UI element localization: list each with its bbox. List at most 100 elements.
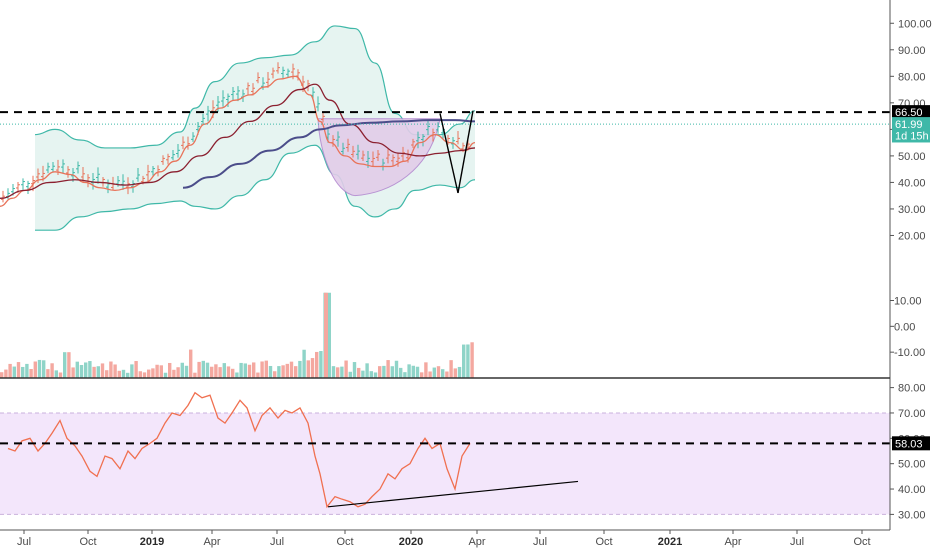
volume-bar [147,369,151,378]
volume-bar [428,371,432,378]
volume-bar [184,365,189,378]
volume-bar [218,367,222,378]
volume-bar [457,366,462,378]
volume-bar [336,367,340,378]
ma-line-2 [182,119,476,189]
volume-bar [365,363,369,378]
x-tick-label: Jul [533,536,547,548]
volume-bar [247,364,252,378]
x-tick-label: Jul [17,536,31,548]
volume-bar [155,364,159,378]
y-tick-label: 90.00 [898,45,926,57]
volume-bar [348,371,352,378]
volume-bar [243,363,247,378]
ma-line-1 [0,83,476,199]
volume-bar [25,363,29,378]
volume-bar [168,362,172,378]
volume-bar [214,364,218,378]
price-badge-2 [892,128,930,143]
volume-bar [298,360,302,378]
volume-bar [369,371,373,378]
y-tick-label: 80.00 [898,71,926,83]
volume-bar [399,367,403,378]
x-tick-label: Oct [853,536,870,548]
volume-bar [117,370,121,378]
volume-bar [378,366,382,378]
volume-bar [58,372,63,378]
volume-bar [424,362,428,378]
price-badge-label-2: 1d 15h [895,130,929,142]
rsi-tick-label: 40.00 [898,484,926,496]
rsi-pane [0,391,890,515]
volume-bar [193,372,197,378]
volume-bar [466,344,470,378]
moving-averages [0,75,476,207]
volume-bar-spike [324,292,328,378]
volume-bar [222,363,226,378]
volume-bar [441,369,445,378]
volume-bar [121,369,126,378]
volume-bar [394,360,399,378]
volume-bar [407,364,411,378]
volume-bar [319,351,323,378]
volume-bar [289,361,294,378]
volume-bar [281,365,285,378]
x-tick-label: 2020 [399,536,423,548]
volume-bar [327,292,331,378]
volume-bar [0,372,4,378]
volume-bar [12,366,16,378]
volume-bar [4,369,8,378]
volume-bar [239,362,243,378]
volume-bar [159,365,163,378]
volume-bar [315,351,319,378]
volume-bar [420,372,424,378]
volume-bar [273,371,277,378]
volume-bar [79,365,84,378]
x-tick-label: Apr [468,536,485,548]
volume-bar [205,362,210,378]
rsi-tick-label: 70.00 [898,408,926,420]
x-tick-label: Apr [203,536,220,548]
volume-bar [37,359,42,378]
volume-bar [16,362,21,378]
axes [0,0,891,531]
x-tick-label: 2021 [658,536,682,548]
volume-bar [113,364,117,378]
x-tick-label: Jul [790,536,804,548]
volume-bar [310,358,315,378]
trend-line-1 [457,110,474,194]
volume-bar [163,372,168,378]
volume-bar [29,369,33,378]
rsi-badge-label: 58.03 [895,438,923,450]
volume-bar [42,360,46,378]
volume-bar [306,360,310,378]
volume-bar [302,349,306,378]
volume-bar [180,362,184,378]
ma-line-0 [0,75,476,207]
rsi-tick-label: 50.00 [898,459,926,471]
rsi-line [7,391,471,509]
x-tick-label: Oct [595,536,612,548]
volume-bar [386,360,390,378]
volume-bar [126,372,130,378]
volume-bar [67,352,71,378]
volume-bar [340,366,344,378]
volume-bar [449,360,453,378]
volume-bar [172,369,176,378]
price-badge-label-0: 66.50 [895,107,923,119]
volume-bar [8,363,12,378]
volume-bar [201,360,205,378]
volume-bar [436,366,441,378]
y-tick-label: 30.00 [898,204,926,216]
cup-shape [317,118,441,197]
volume-bar [226,366,231,378]
volume-bars [0,292,474,378]
volume-bar [210,366,214,378]
price-badge-0 [892,105,930,120]
volume-bar [100,363,105,378]
price-levels [0,111,890,125]
x-tick-label: 2019 [140,536,164,548]
volume-bar [63,352,67,378]
